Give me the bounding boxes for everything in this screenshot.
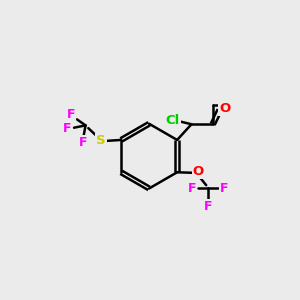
- Text: F: F: [220, 182, 229, 195]
- Text: F: F: [204, 200, 212, 213]
- Text: F: F: [63, 122, 71, 135]
- Text: F: F: [188, 182, 196, 195]
- Text: S: S: [96, 134, 106, 147]
- Text: O: O: [193, 165, 204, 178]
- Text: F: F: [67, 108, 75, 121]
- Text: Cl: Cl: [166, 114, 180, 127]
- Text: O: O: [219, 102, 230, 115]
- Text: F: F: [79, 136, 88, 149]
